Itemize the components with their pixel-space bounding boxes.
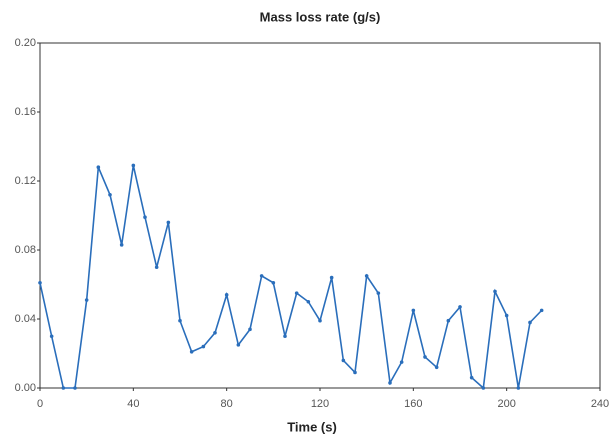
data-point [201, 344, 206, 349]
data-point [411, 308, 416, 313]
y-tick-label: 0.04 [15, 313, 36, 325]
x-axis-label: Time (s) [287, 419, 337, 434]
data-point [341, 358, 346, 363]
data-point [236, 343, 241, 347]
y-tick-label: 0.08 [15, 244, 36, 256]
data-point [504, 313, 509, 318]
data-point [143, 215, 147, 220]
x-tick-label: 40 [127, 398, 139, 410]
data-point [49, 334, 54, 339]
data-point [434, 365, 439, 370]
data-point [224, 293, 229, 297]
y-tick-label: 0.16 [15, 106, 36, 118]
data-point [376, 291, 381, 295]
data-point [528, 320, 532, 325]
x-tick-label: 160 [404, 398, 422, 410]
data-point [213, 331, 217, 335]
data-point [73, 386, 77, 390]
y-tick-label: 0.20 [15, 37, 36, 49]
data-point [38, 280, 42, 285]
data-point [119, 243, 124, 247]
data-point [329, 275, 334, 280]
x-tick-label: 240 [591, 398, 609, 410]
data-point [388, 381, 392, 385]
data-point [539, 308, 544, 313]
data-point [306, 299, 311, 304]
data-point [178, 318, 182, 323]
data-point [469, 375, 474, 380]
data-point [364, 274, 369, 278]
data-point [446, 318, 451, 323]
plot-frame [39, 42, 601, 389]
data-point [259, 274, 264, 278]
data-point [131, 163, 136, 168]
data-point [353, 370, 357, 375]
data-point [108, 193, 112, 197]
data-point [516, 386, 521, 390]
data-point [271, 280, 276, 285]
x-tick-label: 200 [497, 398, 515, 410]
data-point [481, 386, 486, 390]
data-point [61, 386, 66, 390]
x-tick-label: 0 [37, 398, 43, 410]
data-point [294, 291, 299, 295]
y-tick-label: 0.12 [15, 175, 36, 187]
data-point [84, 298, 89, 302]
data-point [96, 165, 101, 169]
data-line [39, 165, 543, 390]
data-point [166, 220, 171, 225]
x-tick-label: 80 [221, 398, 233, 410]
data-point [399, 360, 404, 364]
data-point [189, 349, 194, 354]
data-point [154, 265, 159, 270]
data-point [458, 305, 462, 309]
data-point [423, 355, 427, 359]
data-point [248, 327, 252, 332]
data-point [493, 289, 497, 294]
chart-title: Mass loss rate (g/s) [260, 9, 381, 24]
data-point [318, 318, 322, 323]
y-tick-label: 0.00 [15, 382, 36, 394]
data-point [283, 334, 287, 339]
x-tick-label: 120 [311, 398, 329, 410]
